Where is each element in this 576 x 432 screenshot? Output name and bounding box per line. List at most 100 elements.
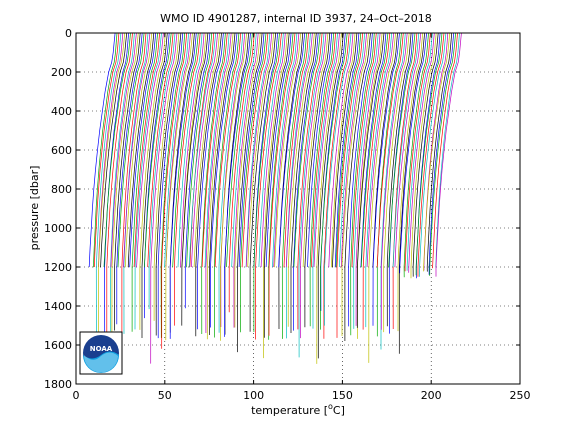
profile-line	[404, 32, 431, 272]
profile-line	[426, 32, 453, 272]
profile-line	[220, 32, 247, 341]
profile-line	[368, 32, 396, 363]
profile-line	[233, 32, 259, 328]
profile-line	[191, 32, 218, 268]
profile-line	[98, 32, 126, 338]
profile-line	[348, 32, 373, 327]
profile-line	[419, 32, 447, 277]
profile-line	[193, 32, 220, 268]
profile-line	[197, 32, 224, 330]
y-tick-label: 400	[51, 105, 72, 118]
profile-line	[180, 32, 205, 268]
profile-line	[238, 32, 265, 268]
profile-line	[386, 32, 412, 327]
y-tick-label: 600	[51, 144, 72, 157]
profiles	[88, 32, 462, 364]
profile-line	[304, 32, 331, 328]
x-tick-label: 50	[158, 389, 172, 402]
profile-line	[432, 32, 458, 269]
profile-line	[339, 32, 366, 268]
chart-title: WMO ID 4901287, internal ID 3937, 24–Oct…	[160, 12, 432, 25]
axes-frame	[75, 32, 521, 385]
profile-line	[268, 32, 294, 340]
profile-line	[263, 32, 288, 359]
profile-line	[117, 32, 145, 268]
profile-line	[100, 32, 128, 268]
profile-line	[148, 32, 176, 310]
plot-area: 0 50 100 150 200 250 0 200 400 600 800 1000 1200 1400…	[44, 27, 531, 402]
profile-line	[312, 32, 338, 329]
profile-line	[188, 32, 217, 268]
profile-line	[253, 32, 280, 332]
profile-line	[134, 32, 162, 330]
profile-line	[297, 32, 323, 330]
profile-line	[260, 32, 286, 268]
x-tick-label: 200	[421, 389, 442, 402]
profile-line	[268, 32, 296, 336]
profile-line	[293, 32, 321, 268]
y-tick-label: 1200	[44, 261, 72, 274]
profile-line	[317, 32, 344, 359]
profile-line	[121, 32, 147, 340]
logo-wave	[83, 351, 119, 373]
y-axis-label: pressure [dbar]	[28, 166, 41, 251]
profile-line	[147, 32, 174, 268]
ticks: 0 50 100 150 200 250 0 200 400 600 800 1000 1200 1400…	[44, 27, 531, 402]
profile-line	[164, 32, 189, 268]
profile-line	[88, 32, 116, 268]
profile-line	[181, 32, 209, 326]
profile-line	[435, 32, 462, 277]
profile-line	[388, 32, 416, 268]
profile-line	[129, 32, 157, 268]
profile-line	[341, 32, 369, 336]
x-axis-label: temperature [oC]	[251, 402, 345, 417]
profile-line	[362, 32, 391, 330]
profile-line	[184, 32, 211, 309]
profile-line	[141, 32, 168, 338]
profile-line	[328, 32, 354, 268]
profile-line	[287, 32, 315, 327]
noaa-logo: NOAA	[79, 331, 123, 375]
y-tick-label: 1800	[44, 378, 72, 391]
profile-line	[155, 32, 182, 336]
profile-line	[428, 32, 455, 275]
profile-line	[394, 32, 422, 268]
profile-line	[172, 32, 199, 268]
profile-line	[415, 32, 443, 276]
profile-line	[398, 32, 425, 354]
profile-line	[376, 32, 404, 268]
y-tick-label: 800	[51, 183, 72, 196]
profile-line	[366, 32, 395, 268]
profile-line	[169, 32, 197, 339]
profile-line	[218, 32, 244, 333]
profile-line	[95, 32, 122, 340]
profile-line	[332, 32, 358, 268]
profile-line	[133, 32, 160, 268]
logo-text: NOAA	[90, 345, 113, 353]
profile-line	[336, 32, 364, 338]
profile-line	[272, 32, 298, 268]
profile-line	[106, 32, 133, 360]
profile-line	[372, 32, 400, 326]
profile-line	[383, 32, 410, 333]
profile-line	[283, 32, 309, 268]
profile-line	[103, 32, 131, 268]
profile-line	[116, 32, 143, 325]
profile-line	[335, 32, 362, 268]
y-tick-label: 0	[65, 27, 72, 40]
profile-line	[307, 32, 333, 268]
profile-line	[435, 32, 460, 268]
profile-line	[380, 32, 408, 330]
profile-line	[231, 32, 257, 268]
profile-line	[334, 32, 360, 268]
x-tick-label: 100	[243, 389, 264, 402]
profile-line	[195, 32, 222, 337]
profile-line	[214, 32, 240, 338]
profile-line	[380, 32, 406, 350]
profile-line	[114, 32, 141, 331]
profile-line	[309, 32, 335, 327]
profile-line	[93, 32, 118, 268]
profile-line	[110, 32, 135, 332]
profile-line	[274, 32, 302, 268]
